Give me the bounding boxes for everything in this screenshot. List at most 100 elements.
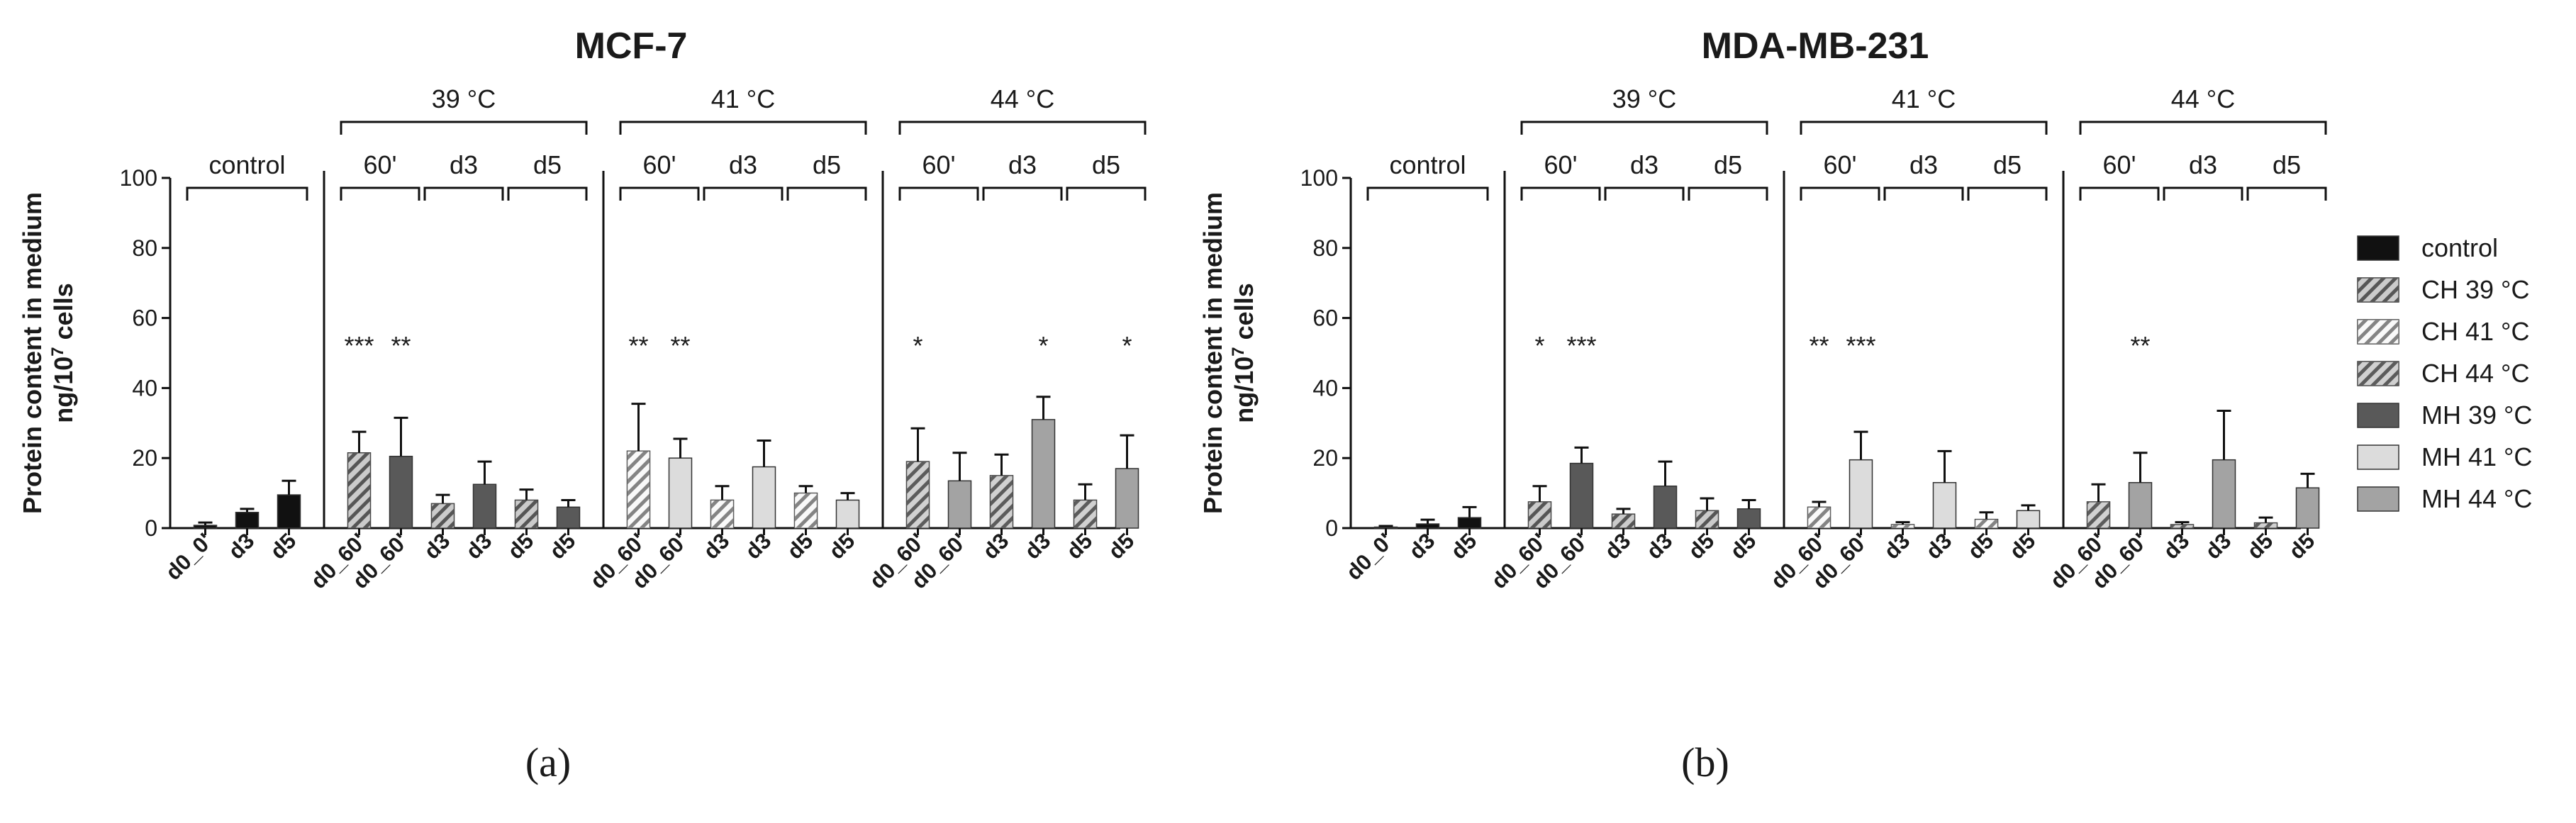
temperature-bracket [1800,121,2048,135]
legend: control CH 39 °C CH 41 °C CH 44 °C MH 39 °C M… [2357,233,2532,513]
bar-tint [2087,501,2110,528]
significance-marker: * [1122,331,1132,360]
significance-marker: * [913,331,922,360]
y-tick-label: 60 [1312,306,1338,331]
bar-tint [431,503,455,528]
temperature-bracket [619,121,867,135]
bar [1695,510,1719,529]
significance-marker: * [1534,331,1544,360]
bar-tint [794,493,818,528]
y-tick-label: 40 [1312,375,1338,401]
bar [989,475,1014,529]
significance-marker: ** [391,331,411,360]
bar [1373,526,1398,529]
x-tick-label: d5 [1446,528,1481,564]
y-tick-label: 80 [132,235,157,261]
bar-tint [1975,519,1998,528]
legend-swatch [2357,444,2399,470]
bar [752,466,776,529]
bar [2016,510,2041,529]
bar-tint [1074,500,1097,528]
bar [1457,517,1482,529]
bar [1073,499,1098,529]
x-tick-label: d5 [1683,528,1719,564]
x-tick-label: d5 [824,528,859,564]
x-tick-label: d3 [1921,528,1956,564]
legend-label: CH 39 °C [2421,275,2529,304]
x-tick-label: d5 [1963,528,1998,564]
significance-marker: ** [2130,331,2150,360]
bar [389,455,413,529]
temperature-bracket [2079,121,2327,135]
legend-label: CH 41 °C [2421,317,2529,346]
chart-title: MCF-7 [575,26,688,67]
legend-swatch-tint [2358,362,2399,386]
temperature-label: 41 °C [711,84,775,113]
x-tick-label: d5 [2284,528,2319,564]
bar [1736,508,1761,529]
x-tick-label: d5 [503,528,538,564]
significance-marker: ** [670,331,690,360]
legend-swatch-tint [2358,320,2399,344]
bar [1932,482,1957,529]
legend-swatch [2357,235,2399,261]
significance-marker: * [1038,331,1048,360]
x-tick-label: d3 [419,528,455,564]
bar [1653,485,1678,529]
bar-tint [1695,510,1719,528]
subgroup-label: d5 [1993,150,2022,179]
temperature-label: 44 °C [2171,84,2235,113]
subgroup-label: 60' [922,150,956,179]
x-tick-label: d3 [1641,528,1677,564]
subgroup-label: 60' [1824,150,1857,179]
y-axis-label-line1: Protein content in medium [18,192,47,514]
temperature-label: 41 °C [1892,84,1956,113]
chart-panel-2: MDA-MB-231 Protein content in medium ng/10… [1198,26,2327,785]
subgroup-bracket [2163,186,2243,201]
subgroup-label: d5 [533,150,562,179]
bar [277,494,301,529]
x-tick-label: d3 [461,528,496,564]
y-tick-label: 60 [132,306,157,331]
y-tick-label: 80 [1312,235,1338,261]
bar [793,492,818,529]
subgroup-bracket [2246,186,2327,201]
subgroup-label: d5 [1092,150,1120,179]
x-tick-label: d5 [2005,528,2040,564]
y-axis-label-exponent: 7 [48,347,67,356]
legend-label: MH 41 °C [2421,442,2532,471]
bar [1415,523,1440,529]
x-tick-label: d3 [1020,528,1055,564]
bar [1115,468,1139,529]
temperature-bracket [1520,121,1768,135]
subgroup-bracket [340,186,420,201]
bar-tint [906,461,930,528]
bar [514,499,539,529]
y-tick-label: 20 [132,445,157,471]
significance-marker: ** [628,331,648,360]
temperature-label: 39 °C [1612,84,1676,113]
bar-tint [1891,525,1914,528]
bar [947,480,972,529]
y-tick-label: 100 [1300,165,1338,191]
bar-tint [515,500,538,528]
subgroup-label: 60' [2103,150,2136,179]
y-axis-label-suffix: cells [1230,283,1259,347]
x-tick-label: d3 [2200,528,2236,564]
temperature-bracket [340,121,588,135]
x-tick-label: d5 [545,528,580,564]
subgroup-bracket [703,186,784,201]
y-tick-label: 20 [1312,445,1338,471]
x-tick-label: d3 [698,528,734,564]
subgroup-label: 60' [364,150,397,179]
subgroup-label: d3 [729,150,757,179]
significance-marker: ** [1809,331,1829,360]
x-tick-label: d5 [265,528,301,564]
subgroup-label: control [208,150,285,179]
y-tick-label: 0 [145,515,157,541]
subgroup-bracket [1066,186,1147,201]
bar-tint [1807,507,1831,528]
chart-title: MDA-MB-231 [1702,26,1929,67]
bar [193,525,218,529]
